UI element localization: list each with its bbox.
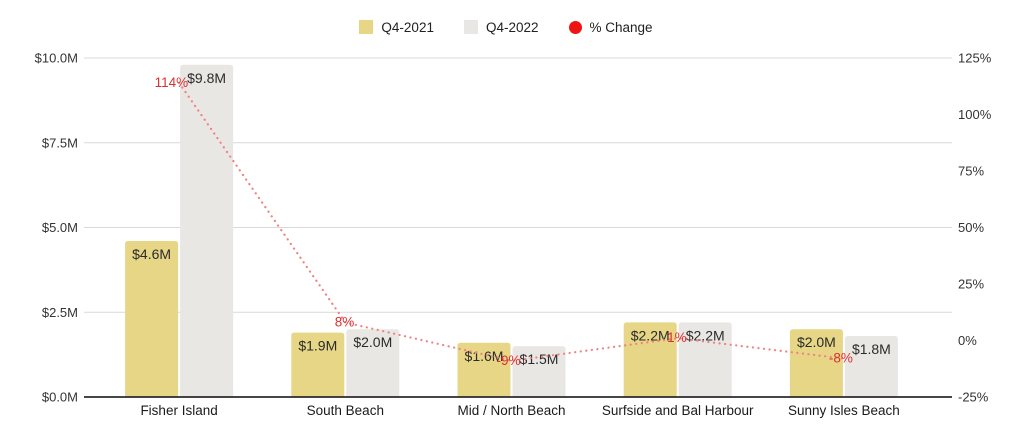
bar-value-label: $9.8M bbox=[187, 70, 226, 86]
bar-value-label: $1.6M bbox=[465, 348, 504, 364]
bar-value-label: $1.9M bbox=[298, 338, 337, 354]
legend-item-q4-2021[interactable]: Q4-2021 bbox=[359, 20, 434, 35]
pct-change-line bbox=[178, 81, 846, 362]
category-label: Fisher Island bbox=[140, 403, 217, 418]
category-label: Surfside and Bal Harbour bbox=[602, 403, 754, 418]
right-axis-tick-label: 100% bbox=[958, 107, 992, 122]
bar-q4-2021 bbox=[291, 332, 345, 397]
legend-square-icon bbox=[359, 20, 374, 34]
legend-label: Q4-2021 bbox=[381, 19, 434, 35]
bar-value-label: $1.8M bbox=[852, 341, 891, 357]
right-axis-tick-label: 75% bbox=[958, 164, 984, 179]
right-axis-tick-label: 50% bbox=[958, 220, 984, 235]
left-axis-tick-label: $7.5M bbox=[42, 135, 78, 150]
right-axis-tick-label: 25% bbox=[958, 277, 984, 292]
pct-change-label: 114% bbox=[155, 75, 189, 90]
chart-legend: Q4-2021 Q4-2022 % Change bbox=[0, 16, 1012, 38]
bar-q4-2022 bbox=[346, 329, 400, 397]
bar-q4-2021 bbox=[789, 329, 843, 397]
pct-change-label: 8% bbox=[335, 314, 355, 329]
legend-square-icon bbox=[463, 20, 478, 34]
pct-change-label: -8% bbox=[829, 351, 853, 366]
right-axis-tick-label: 125% bbox=[958, 51, 992, 66]
bar-q4-2022 bbox=[180, 64, 234, 397]
bar-value-label: $2.2M bbox=[631, 327, 670, 343]
pct-change-label: -9% bbox=[496, 353, 520, 368]
right-axis-tick-label: 0% bbox=[958, 333, 977, 348]
legend-item-q4-2022[interactable]: Q4-2022 bbox=[463, 19, 539, 35]
left-axis-tick-label: $2.5M bbox=[42, 305, 78, 320]
legend-label: % Change bbox=[589, 19, 653, 35]
bar-value-label: $2.0M bbox=[353, 334, 392, 350]
bar-value-label: $1.5M bbox=[520, 351, 559, 367]
bar-q4-2021 bbox=[125, 241, 179, 397]
category-label: Sunny Isles Beach bbox=[788, 403, 900, 418]
legend-label: Q4-2022 bbox=[485, 19, 539, 35]
left-axis-tick-label: $0.0M bbox=[42, 390, 78, 405]
bar-q4-2022 bbox=[678, 322, 732, 397]
pct-change-label: 1% bbox=[667, 330, 687, 345]
category-label: Mid / North Beach bbox=[457, 403, 565, 418]
legend-item-change[interactable]: % Change bbox=[568, 19, 653, 35]
left-axis-tick-label: $5.0M bbox=[42, 220, 78, 235]
bar-q4-2021 bbox=[457, 342, 511, 397]
bar-value-label: $2.2M bbox=[686, 327, 725, 343]
bar-q4-2022 bbox=[844, 335, 898, 397]
left-axis-tick-label: $10.0M bbox=[35, 51, 78, 66]
bar-value-label: $4.6M bbox=[132, 246, 171, 262]
bar-value-label: $2.0M bbox=[797, 334, 836, 350]
legend-dot-icon bbox=[568, 20, 582, 34]
category-label: South Beach bbox=[307, 403, 384, 418]
right-axis-tick-label: -25% bbox=[958, 390, 989, 405]
